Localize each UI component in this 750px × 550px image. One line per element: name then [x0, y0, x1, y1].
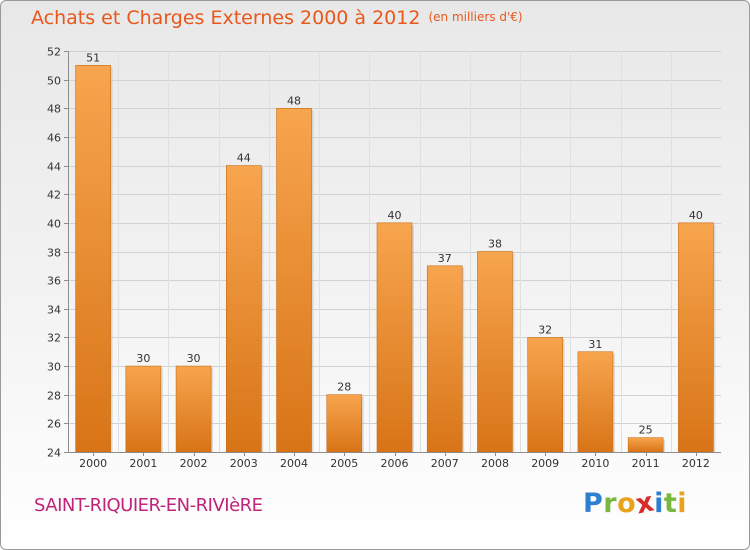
- y-tick-label: 26: [47, 418, 61, 431]
- bar-2005: [326, 394, 363, 453]
- axes: [64, 51, 721, 456]
- y-tick-label: 24: [47, 447, 61, 460]
- value-label-2001: 30: [136, 352, 150, 365]
- x-tick-label-2007: 2007: [431, 457, 459, 470]
- bar-2002: [175, 365, 212, 453]
- bar-2009: [527, 337, 563, 453]
- y-tick-label: 40: [47, 218, 61, 231]
- y-tick-label: 42: [47, 189, 61, 202]
- proxiti-logo: Proxiti: [583, 486, 688, 520]
- value-label-2003: 44: [237, 152, 251, 165]
- x-tick-label-2005: 2005: [330, 457, 358, 470]
- value-label-2007: 37: [438, 252, 452, 265]
- x-tick-label-2001: 2001: [129, 457, 157, 470]
- bar-2004: [276, 107, 312, 453]
- value-label-2000: 51: [86, 51, 100, 64]
- x-tick-label-2010: 2010: [581, 457, 609, 470]
- bar-2001: [125, 365, 162, 453]
- logo-letter: i: [677, 488, 688, 519]
- y-tick-label: 34: [47, 304, 61, 317]
- chart-subtitle: (en milliers d'€): [428, 10, 523, 24]
- bar-2006: [376, 222, 413, 453]
- bar-2000: [75, 65, 111, 453]
- value-label-2004: 48: [287, 94, 301, 107]
- value-label-2012: 40: [689, 209, 703, 222]
- x-tick-label-2008: 2008: [481, 457, 509, 470]
- x-tick-label-2003: 2003: [230, 457, 258, 470]
- commune-name: SAINT-RIQUIER-EN-RIVIèRE: [34, 495, 263, 516]
- value-label-2006: 40: [388, 209, 402, 222]
- bar-2003: [226, 165, 262, 453]
- value-label-2008: 38: [488, 238, 502, 251]
- y-tick-label: 50: [47, 75, 61, 88]
- y-tick-label: 28: [47, 390, 61, 403]
- bar-2008: [477, 251, 513, 453]
- chart-title: Achats et Charges Externes 2000 à 2012 (e…: [31, 7, 523, 29]
- bars: [75, 65, 716, 453]
- x-tick-label-2004: 2004: [280, 457, 308, 470]
- bar-2007: [426, 265, 463, 453]
- logo-letter: i: [654, 488, 664, 519]
- value-label-2009: 32: [538, 323, 552, 336]
- logo-letter: t: [663, 488, 678, 519]
- value-label-2002: 30: [187, 352, 201, 365]
- bar-2010: [577, 351, 614, 453]
- y-tick-label: 36: [47, 275, 61, 288]
- x-tick-label-2009: 2009: [531, 457, 559, 470]
- bar-2011: [627, 437, 664, 453]
- title-text: Achats et Charges Externes 2000 à 2012: [31, 7, 421, 29]
- logo-letter: P: [583, 488, 604, 519]
- y-tick-label: 30: [47, 361, 61, 374]
- y-tick-label: 44: [47, 161, 61, 174]
- bar-2012: [678, 222, 714, 453]
- y-tick-label: 32: [47, 332, 61, 345]
- value-label-2010: 31: [588, 338, 602, 351]
- x-tick-label-2000: 2000: [79, 457, 107, 470]
- x-tick-label-2006: 2006: [381, 457, 409, 470]
- logo-letter: o: [617, 488, 637, 519]
- y-tick-label: 52: [47, 46, 61, 59]
- y-tick-label: 38: [47, 247, 61, 260]
- x-tick-label-2011: 2011: [632, 457, 660, 470]
- value-label-2005: 28: [337, 381, 351, 394]
- logo-letter: r: [603, 488, 618, 519]
- value-label-2011: 25: [639, 424, 653, 437]
- y-tick-label: 48: [47, 103, 61, 116]
- x-tick-label-2012: 2012: [682, 457, 710, 470]
- labels: 24 26 28 30 32 34 36 38 40 42 44 46 48 50 52 51 2000 30 20…: [47, 46, 710, 471]
- y-tick-label: 46: [47, 132, 61, 145]
- x-tick-label-2002: 2002: [180, 457, 208, 470]
